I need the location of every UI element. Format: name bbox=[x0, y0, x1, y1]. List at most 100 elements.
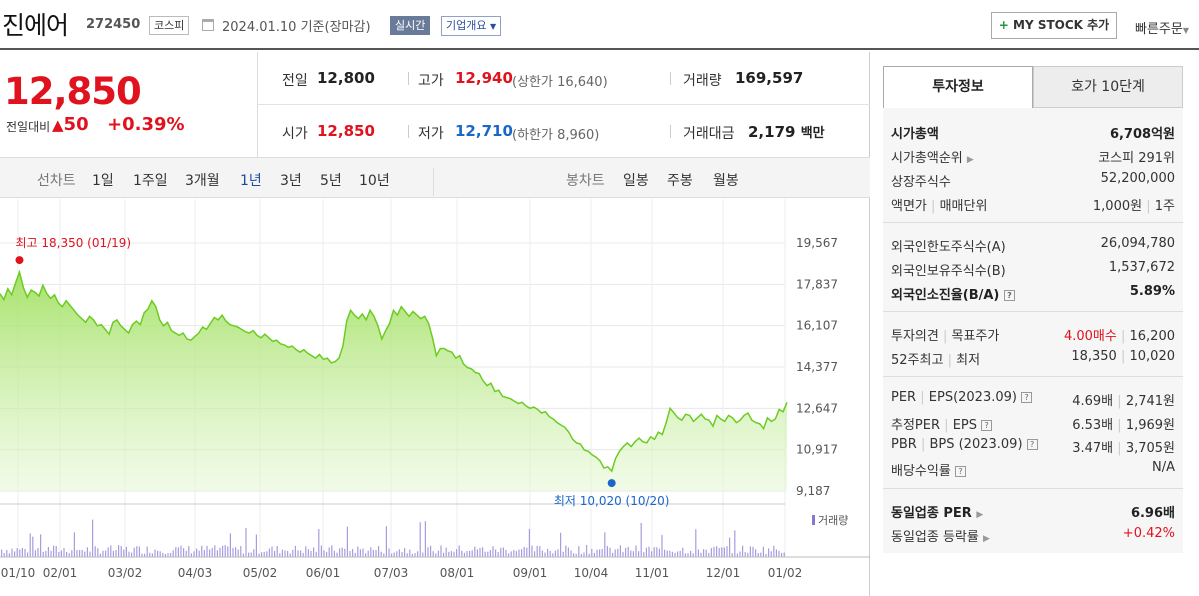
volume-bar bbox=[73, 532, 75, 557]
volume-bar bbox=[349, 551, 351, 557]
volume-bar bbox=[406, 553, 408, 557]
upper-limit: (상한가 16,640) bbox=[512, 75, 608, 90]
lower-limit: (하한가 8,960) bbox=[512, 128, 600, 143]
volume-bar bbox=[729, 537, 731, 557]
volume-bar bbox=[604, 532, 606, 557]
period-10y[interactable]: 10년 bbox=[359, 173, 390, 189]
date-info: 2024.01.10 기준(장마감) bbox=[222, 16, 371, 35]
volume-bar bbox=[528, 528, 530, 557]
volume-bar bbox=[391, 553, 393, 557]
volume-bar bbox=[489, 550, 491, 557]
volume-bar bbox=[747, 552, 749, 557]
open-value: 12,850 bbox=[317, 122, 375, 140]
volume-bar bbox=[661, 534, 663, 557]
volume-bar bbox=[76, 550, 78, 557]
help-icon[interactable]: ? bbox=[954, 466, 966, 477]
dividend-text: 배당수익률 bbox=[891, 464, 951, 479]
volume-bar bbox=[201, 545, 203, 557]
volume-bar bbox=[170, 553, 172, 557]
volume-bar bbox=[466, 551, 468, 557]
volume-bar bbox=[755, 549, 757, 557]
candle-monthly[interactable]: 월봉 bbox=[713, 173, 739, 189]
x-axis-ticks: 01/10 02/01 03/02 04/03 05/02 06/01 07/03 08/01… bbox=[1, 566, 803, 580]
volume-bar bbox=[315, 551, 317, 557]
volume-bar bbox=[484, 551, 486, 557]
dividend-value: N/A bbox=[1152, 460, 1175, 475]
volume-bar bbox=[133, 547, 135, 557]
volume-bar bbox=[339, 548, 341, 557]
tab-order-book[interactable]: 호가 10단계 bbox=[1033, 66, 1183, 108]
volume-bar bbox=[183, 548, 185, 557]
x-tick-label: 05/02 bbox=[243, 566, 278, 580]
pbr-label: PBR | BPS (2023.09) ? bbox=[891, 437, 1038, 452]
volume-bar bbox=[411, 554, 413, 557]
volume-bar bbox=[294, 545, 296, 557]
up-triangle-icon: ▲ bbox=[52, 116, 64, 134]
volume-bar bbox=[630, 550, 632, 557]
volume-bar bbox=[136, 546, 138, 557]
volume-bar bbox=[518, 549, 520, 557]
volume-bar bbox=[344, 548, 346, 557]
volume-bar bbox=[375, 550, 377, 557]
volume-bar bbox=[29, 533, 31, 557]
volume-bar bbox=[250, 552, 252, 557]
volume-bar bbox=[185, 550, 187, 557]
help-icon[interactable]: ? bbox=[1003, 290, 1015, 301]
market-cap-rank-label[interactable]: 시가총액순위 ▶ bbox=[891, 147, 974, 166]
quick-order-label: 빠른주문 bbox=[1135, 22, 1183, 37]
volume-bar bbox=[206, 545, 208, 557]
volume-bar bbox=[383, 553, 385, 557]
volume-bar bbox=[539, 546, 541, 557]
my-stock-add-button[interactable]: + MY STOCK 추가 bbox=[991, 12, 1117, 39]
period-1w[interactable]: 1주일 bbox=[133, 173, 168, 189]
low-label: 저가 bbox=[418, 126, 444, 142]
dividend-label: 배당수익률 ? bbox=[891, 460, 966, 479]
volume-bar bbox=[534, 551, 536, 557]
volume-bar bbox=[398, 549, 400, 557]
volume-bar bbox=[612, 552, 614, 557]
est-per-label: 추정PER | EPS ? bbox=[891, 414, 993, 433]
volume-bar bbox=[474, 546, 476, 557]
volume-bar bbox=[658, 548, 660, 557]
volume-bar bbox=[47, 547, 49, 557]
period-5y[interactable]: 5년 bbox=[320, 173, 342, 189]
low-value: 12,710 bbox=[455, 122, 513, 140]
volume-bar bbox=[144, 553, 146, 557]
volume-bar bbox=[770, 551, 772, 557]
info-divider bbox=[883, 311, 1183, 312]
volume-bar bbox=[24, 549, 26, 557]
industry-change-text: 동일업종 등락률 bbox=[891, 530, 979, 545]
period-3m[interactable]: 3개월 bbox=[185, 173, 220, 189]
volume-bar bbox=[287, 551, 289, 557]
volume-bar bbox=[138, 546, 140, 557]
volume-bar bbox=[359, 549, 361, 557]
volume-bar bbox=[695, 529, 697, 557]
period-1y[interactable]: 1년 bbox=[240, 173, 262, 189]
period-3y[interactable]: 3년 bbox=[280, 173, 302, 189]
realtime-button[interactable]: 실시간 bbox=[390, 16, 431, 35]
tab-investment-info[interactable]: 투자정보 bbox=[883, 66, 1033, 108]
volume-bar bbox=[588, 553, 590, 557]
volume-bar bbox=[505, 549, 507, 557]
period-1d[interactable]: 1일 bbox=[92, 173, 114, 189]
help-icon[interactable]: ? bbox=[1021, 392, 1033, 403]
volume-bar bbox=[677, 551, 679, 557]
high-label: 최고 18,350 (01/19) bbox=[15, 236, 131, 250]
industry-per-value: 6.96배 bbox=[1130, 506, 1175, 521]
chevron-right-icon: ▶ bbox=[966, 155, 974, 165]
quick-order-button[interactable]: 빠른주문▼ bbox=[1135, 18, 1189, 37]
toolbar-divider bbox=[433, 168, 434, 196]
company-overview-dropdown[interactable]: 기업개요 ▼ bbox=[441, 16, 502, 36]
help-icon[interactable]: ? bbox=[1026, 439, 1038, 450]
volume-bar bbox=[557, 549, 559, 557]
volume-bar bbox=[742, 545, 744, 557]
help-icon[interactable]: ? bbox=[981, 420, 993, 431]
candle-daily[interactable]: 일봉 bbox=[623, 173, 649, 189]
candle-weekly[interactable]: 주봉 bbox=[667, 173, 693, 189]
per-label: PER | EPS(2023.09) ? bbox=[891, 390, 1033, 405]
volume-bar bbox=[622, 551, 624, 557]
volume-bar bbox=[453, 551, 455, 557]
industry-change-label[interactable]: 동일업종 등락률 ▶ bbox=[891, 526, 990, 545]
industry-per-label[interactable]: 동일업종 PER ▶ bbox=[891, 502, 983, 521]
52w-value: 18,350 | 10,020 bbox=[1071, 349, 1175, 364]
